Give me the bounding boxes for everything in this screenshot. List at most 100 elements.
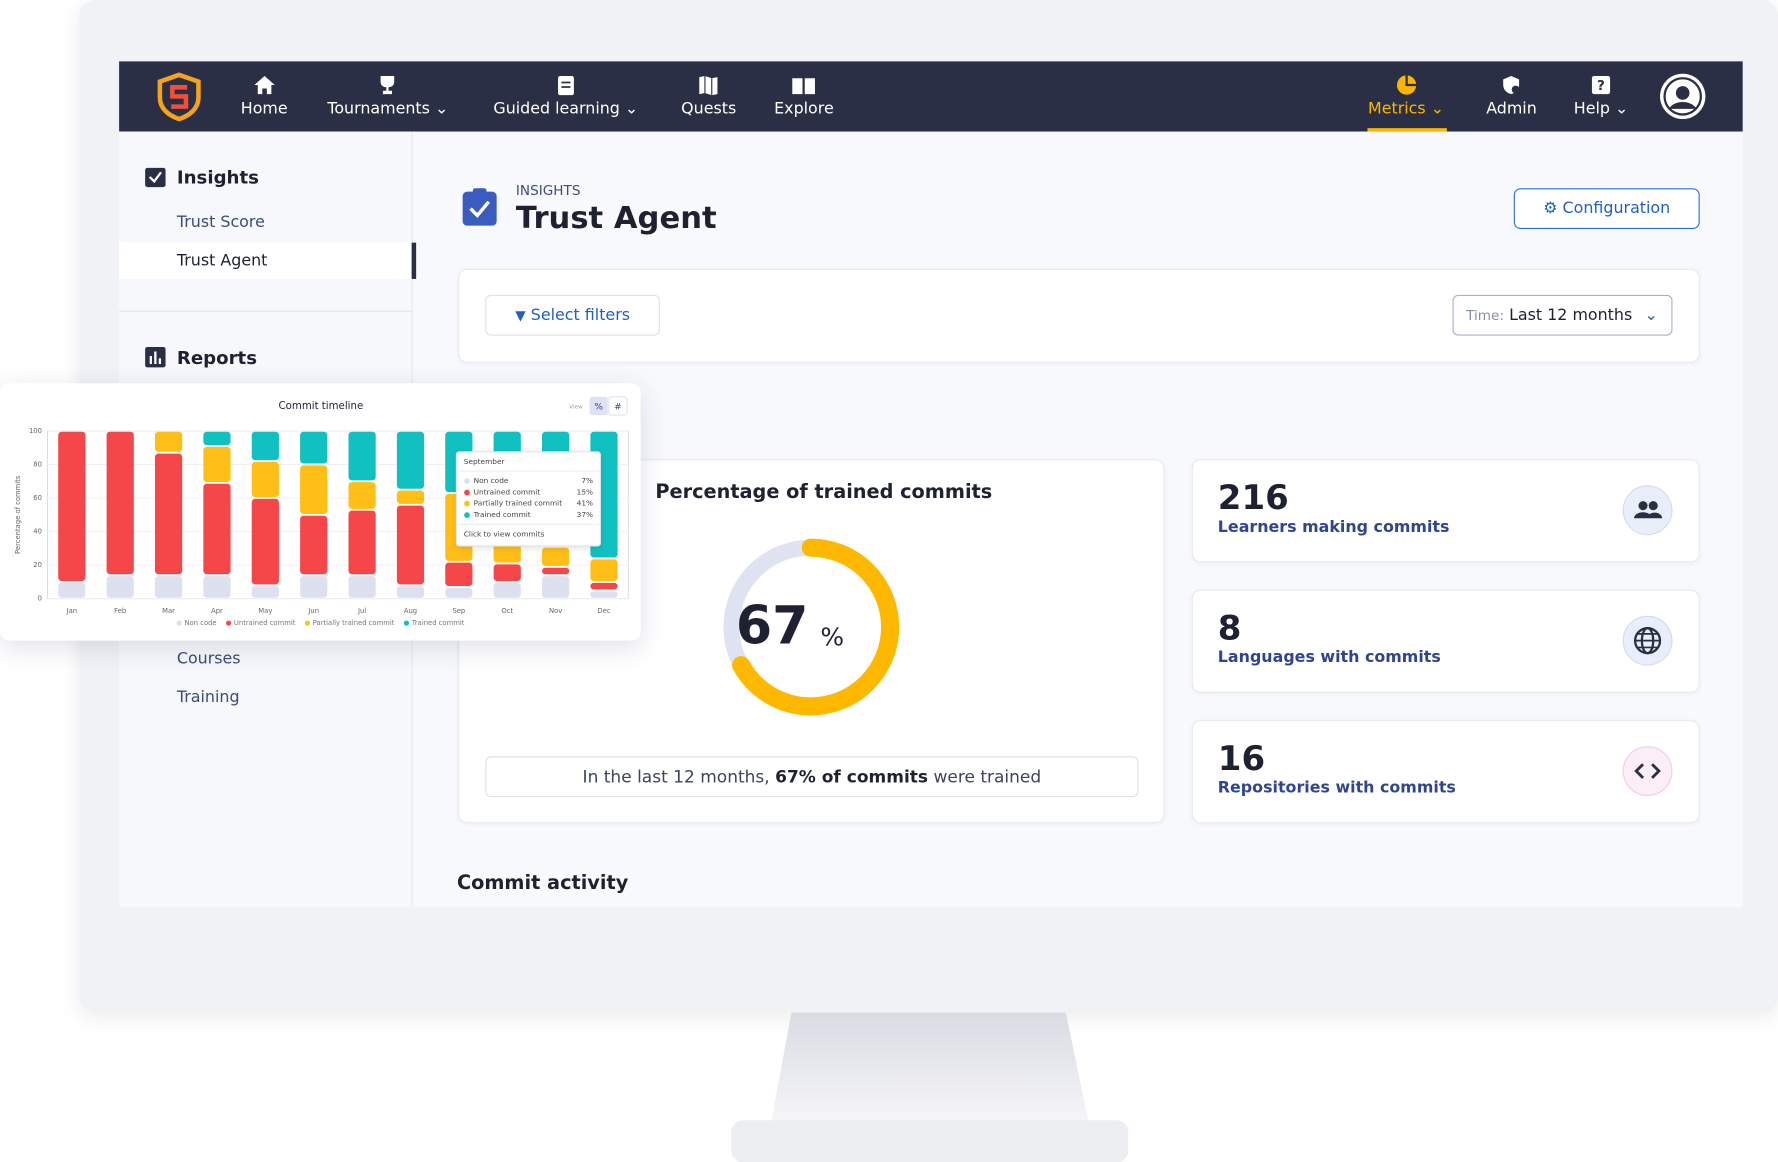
config-button[interactable]: ⚙ Configuration <box>1513 188 1700 230</box>
config-label: Configuration <box>1562 199 1671 218</box>
logo <box>157 72 201 122</box>
icon <box>792 78 816 95</box>
bar-segment <box>154 431 183 452</box>
bar-segment <box>58 582 86 598</box>
bar-segment <box>203 576 231 598</box>
bar-segment <box>348 482 376 509</box>
bar-segment <box>396 431 425 489</box>
tooltip-name: Non code <box>473 476 509 486</box>
avatar[interactable] <box>1658 71 1708 121</box>
icon <box>1634 763 1661 779</box>
icon: ? <box>1591 75 1611 94</box>
page-title: Trust Agent <box>515 200 717 236</box>
stat-icon <box>1622 485 1673 536</box>
bar-segment <box>154 576 183 598</box>
nav-item[interactable]: Tournaments ⌄ <box>327 75 448 118</box>
nav-label: Admin <box>1486 99 1537 118</box>
nav-label: Tournaments ⌄ <box>327 99 449 118</box>
navbar <box>119 61 1743 132</box>
bar-segment <box>493 564 521 582</box>
filter-button[interactable]: ▼ Select filters <box>485 294 660 336</box>
sidebar-link[interactable]: Trust Agent <box>176 251 268 270</box>
time-select[interactable]: Time: Last 12 months ⌄ <box>1452 294 1673 336</box>
nav-label-text: Help <box>1573 99 1610 118</box>
legend-item: ● Untrained commit <box>226 619 296 627</box>
x-tick-label: Jun <box>307 607 319 615</box>
bar-segment <box>251 461 279 498</box>
nav-item[interactable]: Explore <box>774 75 834 118</box>
chart-title: Commit timeline <box>279 401 364 412</box>
x-tick-label: Apr <box>211 607 223 615</box>
sidebar-link[interactable]: Training <box>176 688 240 707</box>
x-tick-label: Sep <box>452 607 465 615</box>
nav-label-text: Tournaments <box>327 99 430 118</box>
icon <box>1503 75 1520 95</box>
toggle[interactable] <box>589 396 608 416</box>
legend-swatch: ● <box>304 619 311 628</box>
stat-label: Learners making commits <box>1217 518 1450 537</box>
donut-arc <box>722 538 900 716</box>
legend-item: ● Non code <box>176 619 216 627</box>
stat-value: 8 <box>1217 608 1242 649</box>
reports-icon <box>145 346 166 368</box>
nav-item[interactable]: Admin <box>1486 75 1537 118</box>
tooltip: September ● Non code 7% ● Untrained commit 15… <box>455 451 601 547</box>
toggle-label[interactable]: % <box>594 403 603 413</box>
timeline-card: Commit timeline View % # Percentage of c… <box>0 383 641 641</box>
filter-label: Select filters <box>530 306 630 325</box>
y-tick-label: 60 <box>33 494 42 502</box>
legend-item: ● Trained commit <box>403 619 464 627</box>
legend-label: Partially trained commit <box>312 619 395 628</box>
bar-segment <box>348 576 376 598</box>
nav-label: Guided learning ⌄ <box>493 99 639 118</box>
nav-label: Explore <box>774 99 834 118</box>
donut: 67 % <box>722 538 900 716</box>
tooltip-name: Trained commit <box>473 510 531 520</box>
tooltip-value: 41% <box>576 498 594 508</box>
y-tick-label: 100 <box>29 427 42 435</box>
stat-icon <box>1622 615 1673 666</box>
tooltip-row: ● Untrained commit 15% <box>464 488 593 497</box>
time-value: Last 12 months <box>1509 306 1633 325</box>
stat-label: Languages with commits <box>1217 648 1441 667</box>
view-label: View <box>569 405 583 411</box>
stat-card <box>1191 720 1700 824</box>
stat-icon <box>1622 746 1673 796</box>
bar-segment <box>106 431 134 575</box>
bar-segment <box>493 544 521 563</box>
tooltip-value: 7% <box>581 476 594 486</box>
y-axis-label: Percentage of commits <box>14 475 22 554</box>
tooltip-rows: ● Non code 7% ● Untrained commit 15% ● Partiall… <box>456 470 600 525</box>
nav-item[interactable]: Home <box>241 75 288 118</box>
bar-segment <box>58 431 86 582</box>
bar-segment <box>542 576 570 598</box>
sidebar-link[interactable]: Trust Score <box>176 213 265 232</box>
tooltip-value: 37% <box>576 510 594 520</box>
bar-segment <box>445 587 473 598</box>
nav-item[interactable]: Metrics ⌄ <box>1368 74 1444 118</box>
nav-active-underline <box>1367 128 1447 132</box>
toggle[interactable] <box>608 396 628 416</box>
legend-label: Trained commit <box>411 619 465 628</box>
bar-segment <box>203 431 231 446</box>
sidebar-link[interactable]: Courses <box>176 649 241 668</box>
nav-label: Help ⌄ <box>1573 99 1629 118</box>
icon <box>380 75 395 95</box>
nav-item[interactable]: Quests <box>681 75 736 118</box>
bar-segment <box>542 547 570 566</box>
bar-segment <box>493 582 521 598</box>
toggle-label[interactable]: # <box>614 403 622 413</box>
stat-card <box>1191 459 1700 563</box>
x-tick-label: Nov <box>549 607 562 615</box>
nav-item[interactable]: Guided learning ⌄ <box>493 75 638 118</box>
y-tick-label: 0 <box>38 595 42 603</box>
icon <box>699 75 718 96</box>
tooltip-swatch: ● <box>463 476 471 486</box>
legend-swatch: ● <box>403 619 410 628</box>
bar-segment <box>300 465 328 514</box>
nav-item[interactable]: ? Help ⌄ <box>1573 75 1629 118</box>
insights-icon <box>145 167 166 188</box>
bar-segment <box>251 586 279 598</box>
icon <box>1633 627 1662 655</box>
